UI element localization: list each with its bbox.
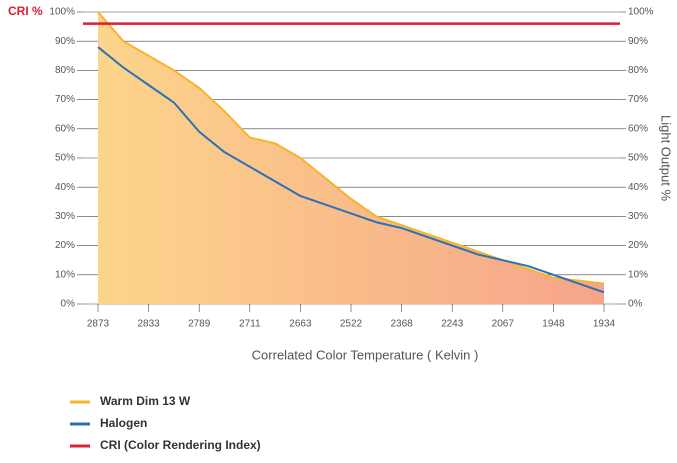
y2-tick-label: 40% — [628, 182, 648, 193]
x-tick-label: 2711 — [239, 319, 261, 330]
x-tick-label: 2243 — [441, 319, 464, 330]
legend-label: CRI (Color Rendering Index) — [100, 438, 261, 452]
x-tick-label: 2833 — [137, 319, 160, 330]
y-tick-label: 0% — [61, 299, 76, 310]
x-tick-label: 1948 — [542, 319, 565, 330]
y2-tick-label: 50% — [628, 153, 648, 164]
legend-label: Halogen — [100, 416, 147, 430]
y2-axis-title: Light Output % — [659, 115, 674, 201]
x-tick-label: 2368 — [390, 319, 413, 330]
x-tick-label: 2522 — [340, 319, 363, 330]
x-tick-label: 2789 — [188, 319, 211, 330]
x-tick-label: 1934 — [593, 319, 616, 330]
y2-tick-label: 80% — [628, 65, 648, 76]
y-tick-label: 40% — [55, 182, 75, 193]
y-tick-label: 10% — [55, 269, 75, 280]
x-tick-label: 2873 — [87, 319, 110, 330]
y-tick-label: 100% — [49, 7, 75, 18]
line — [97, 46, 605, 294]
line — [97, 11, 605, 285]
x-axis-title: Correlated Color Temperature ( Kelvin ) — [252, 347, 479, 362]
y2-tick-label: 10% — [628, 269, 648, 280]
y-tick-label: 90% — [55, 36, 75, 47]
y-tick-label: 60% — [55, 123, 75, 134]
y2-tick-label: 0% — [628, 299, 643, 310]
y-axis-title: CRI % — [8, 4, 43, 18]
legend-label: Warm Dim 13 W — [100, 394, 191, 408]
y2-tick-label: 30% — [628, 211, 648, 222]
x-tick-label: 2067 — [492, 319, 515, 330]
y-tick-label: 70% — [55, 94, 75, 105]
y2-tick-label: 90% — [628, 36, 648, 47]
y-tick-label: 80% — [55, 65, 75, 76]
y2-tick-label: 60% — [628, 123, 648, 134]
area — [98, 12, 604, 304]
x-tick-label: 2663 — [289, 319, 312, 330]
y-tick-label: 20% — [55, 240, 75, 251]
y2-tick-label: 70% — [628, 94, 648, 105]
y-tick-label: 50% — [55, 153, 75, 164]
y2-tick-label: 100% — [628, 7, 654, 18]
y-tick-label: 30% — [55, 211, 75, 222]
y2-tick-label: 20% — [628, 240, 648, 251]
